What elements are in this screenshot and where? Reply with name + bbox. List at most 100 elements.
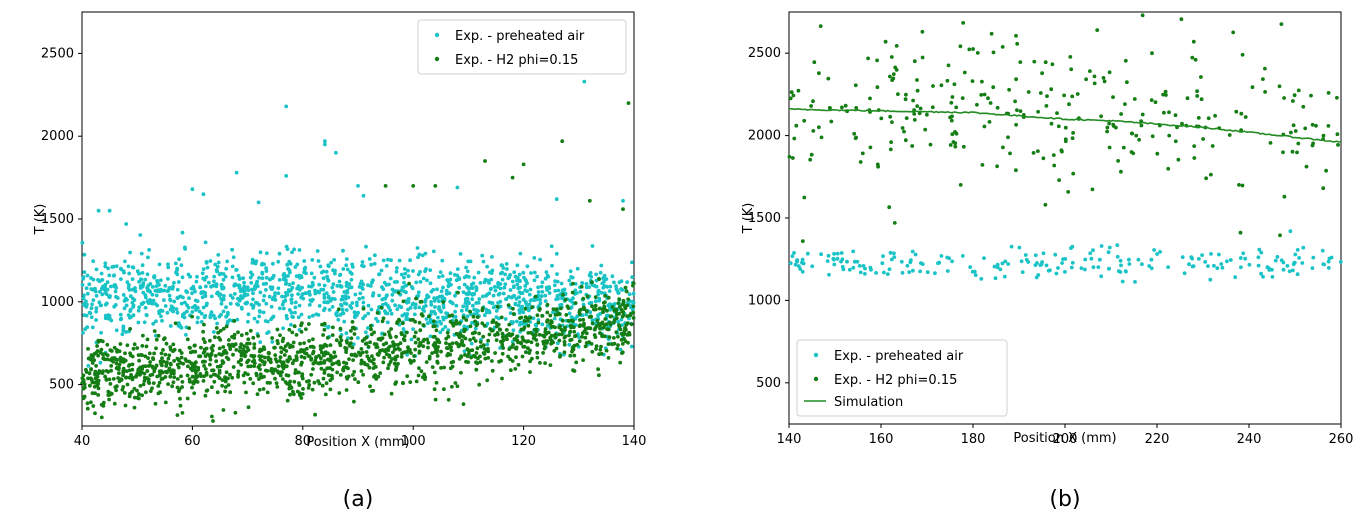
scatter-point bbox=[430, 365, 435, 369]
scatter-point bbox=[295, 262, 300, 267]
scatter-point bbox=[457, 321, 462, 325]
scatter-point bbox=[483, 356, 488, 361]
scatter-point bbox=[199, 311, 204, 316]
scatter-point bbox=[330, 376, 334, 381]
scatter-point bbox=[435, 337, 439, 342]
scatter-point bbox=[131, 346, 136, 351]
scatter-point bbox=[323, 342, 327, 347]
scatter-point bbox=[1296, 141, 1301, 146]
scatter-point bbox=[390, 357, 394, 361]
scatter-point bbox=[97, 300, 102, 305]
scatter-point bbox=[162, 298, 166, 302]
scatter-point bbox=[299, 274, 304, 279]
scatter-point bbox=[259, 354, 264, 359]
scatter-point bbox=[416, 373, 421, 378]
scatter-point bbox=[272, 294, 277, 298]
scatter-point bbox=[1204, 176, 1208, 181]
scatter-point bbox=[338, 373, 343, 377]
scatter-point bbox=[201, 329, 206, 334]
scatter-point bbox=[1324, 168, 1328, 173]
scatter-point bbox=[107, 273, 112, 278]
scatter-point bbox=[193, 349, 198, 354]
scatter-point-outlier bbox=[510, 175, 515, 180]
scatter-point bbox=[204, 389, 209, 393]
scatter-point bbox=[89, 367, 93, 371]
scatter-point bbox=[525, 281, 529, 286]
scatter-point bbox=[1063, 257, 1068, 261]
scatter-point bbox=[339, 302, 343, 307]
scatter-point bbox=[175, 272, 180, 277]
scatter-point bbox=[417, 344, 421, 348]
scatter-point bbox=[239, 353, 244, 358]
scatter-point bbox=[217, 376, 222, 381]
scatter-point bbox=[436, 345, 440, 349]
scatter-point bbox=[251, 306, 256, 310]
scatter-point bbox=[281, 336, 286, 341]
scatter-point bbox=[577, 335, 581, 340]
scatter-point bbox=[137, 358, 142, 363]
scatter-point bbox=[1099, 274, 1104, 279]
scatter-point bbox=[995, 164, 999, 169]
scatter-point bbox=[453, 314, 458, 319]
scatter-point bbox=[251, 381, 256, 386]
scatter-point bbox=[343, 365, 347, 369]
scatter-point bbox=[282, 276, 286, 280]
scatter-point bbox=[887, 267, 892, 272]
scatter-point bbox=[1196, 116, 1201, 120]
scatter-point bbox=[193, 289, 197, 294]
scatter-point bbox=[160, 288, 165, 293]
scatter-point bbox=[457, 335, 462, 340]
scatter-point bbox=[344, 263, 349, 268]
scatter-point bbox=[296, 370, 301, 375]
scatter-point bbox=[910, 144, 915, 148]
x-tick-label: 240 bbox=[1237, 432, 1262, 447]
scatter-point bbox=[251, 335, 256, 340]
scatter-point bbox=[123, 351, 127, 356]
scatter-point bbox=[330, 333, 335, 337]
scatter-point bbox=[85, 325, 90, 330]
scatter-point bbox=[302, 355, 307, 360]
scatter-point bbox=[975, 51, 980, 55]
scatter-point bbox=[444, 315, 449, 320]
scatter-point bbox=[93, 411, 97, 416]
scatter-point bbox=[138, 384, 143, 388]
scatter-point bbox=[268, 277, 272, 282]
y-tick-label: 500 bbox=[49, 378, 74, 393]
scatter-point bbox=[128, 327, 133, 331]
scatter-point bbox=[287, 383, 292, 388]
scatter-point bbox=[94, 293, 99, 298]
scatter-point bbox=[282, 272, 287, 276]
scatter-point bbox=[1036, 273, 1041, 277]
scatter-point bbox=[582, 329, 587, 334]
scatter-point bbox=[243, 371, 248, 375]
scatter-point bbox=[286, 358, 290, 363]
scatter-point bbox=[123, 403, 128, 408]
scatter-point bbox=[234, 348, 239, 352]
scatter-point-outlier bbox=[554, 197, 559, 202]
scatter-point bbox=[817, 71, 821, 76]
scatter-point bbox=[180, 411, 185, 415]
scatter-point bbox=[515, 334, 519, 339]
scatter-point bbox=[223, 375, 227, 380]
scatter-point bbox=[98, 350, 103, 355]
scatter-point bbox=[1164, 93, 1168, 97]
scatter-point bbox=[90, 325, 95, 330]
scatter-point bbox=[538, 257, 542, 262]
scatter-point-outlier bbox=[892, 221, 897, 225]
scatter-point bbox=[435, 359, 440, 364]
scatter-point bbox=[1038, 263, 1043, 267]
x-tick-label: 260 bbox=[1329, 432, 1354, 447]
scatter-point bbox=[307, 303, 312, 307]
scatter-point bbox=[1200, 253, 1204, 257]
scatter-point bbox=[146, 289, 150, 293]
scatter-point bbox=[223, 379, 228, 384]
scatter-point bbox=[99, 415, 104, 420]
scatter-point bbox=[888, 147, 893, 152]
scatter-point bbox=[322, 283, 327, 288]
scatter-point bbox=[190, 368, 195, 373]
scatter-point bbox=[508, 288, 513, 292]
scatter-point bbox=[584, 312, 589, 317]
scatter-point bbox=[141, 333, 145, 338]
scatter-point bbox=[432, 319, 436, 324]
scatter-point bbox=[281, 362, 286, 367]
